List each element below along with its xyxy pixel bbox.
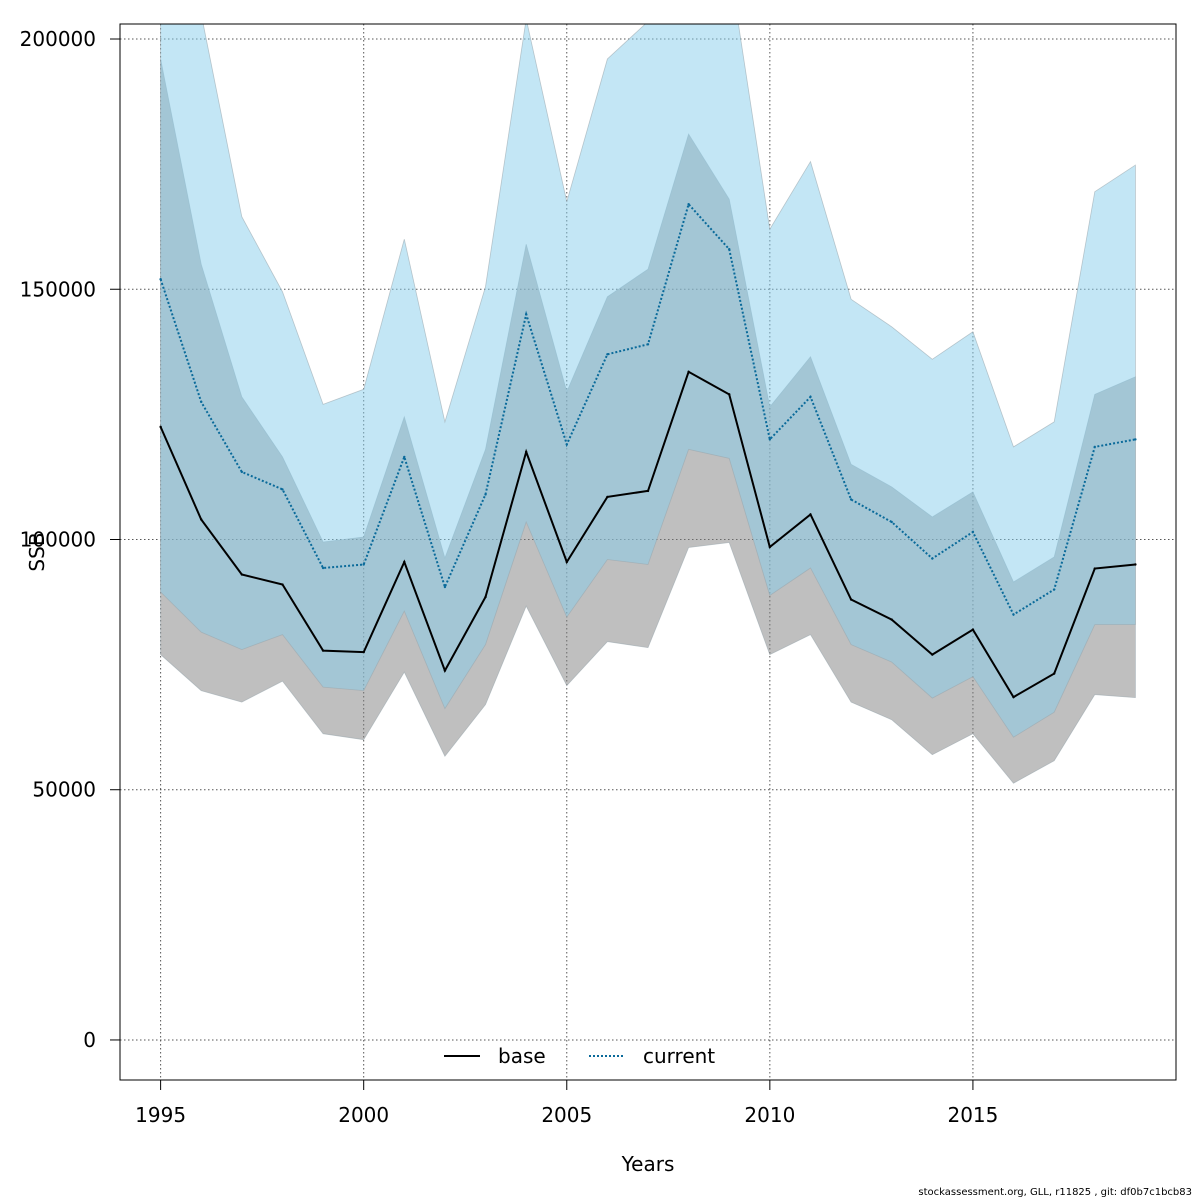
data-point-current-2011 [809,395,812,399]
data-point-base-2015 [971,628,975,631]
data-point-current-2018 [1093,445,1096,449]
data-point-current-1997 [240,470,244,474]
data-point-current-2002 [443,585,447,589]
data-point-base-2009 [728,393,731,396]
data-point-base-1999 [321,649,325,652]
data-point-current-2016 [1012,613,1015,616]
data-point-current-1998 [281,488,284,491]
data-point-current-1996 [200,400,203,404]
data-point-base-2006 [606,495,609,499]
data-point-base-2003 [484,595,487,599]
x-tick-label-2015: 2015 [947,1103,998,1127]
data-point-current-2003 [484,493,487,496]
data-point-current-2014 [931,557,934,560]
legend-label-current: current [643,1044,715,1068]
legend-label-base: base [498,1044,546,1068]
data-point-base-2019 [1134,563,1137,566]
series-lines [159,202,1137,699]
data-point-base-2013 [890,618,893,621]
data-point-base-2000 [362,650,365,654]
data-point-current-2019 [1134,438,1137,441]
data-point-base-2016 [1012,695,1015,699]
y-tick-label-50000: 50000 [32,778,96,802]
confidence-band-current [160,24,1136,738]
y-tick-label-150000: 150000 [20,277,96,301]
data-point-current-2007 [646,343,650,346]
data-point-current-2005 [565,443,568,446]
legend: base current [444,1044,715,1068]
x-tick-label-2000: 2000 [338,1103,389,1127]
data-point-base-2018 [1093,567,1096,570]
data-point-current-2008 [687,202,690,206]
data-point-current-2006 [606,353,609,356]
data-point-base-2010 [768,545,772,549]
data-point-base-2011 [809,513,812,516]
data-point-current-2004 [524,313,528,316]
data-point-current-1995 [159,278,162,281]
x-tick-label-2010: 2010 [744,1103,795,1127]
x-axis-title: Years [621,1152,675,1176]
data-point-current-2015 [971,530,975,534]
data-point-current-2013 [890,520,893,524]
data-point-base-1995 [159,425,162,429]
data-point-base-1998 [281,583,284,586]
confidence-bands [160,24,1136,784]
data-point-current-2012 [849,498,853,501]
data-point-current-1999 [321,566,325,570]
data-point-current-2001 [403,455,406,459]
data-point-base-2014 [931,653,934,656]
data-point-base-1996 [200,518,203,521]
x-tick-label-1995: 1995 [135,1103,186,1127]
data-point-current-2000 [362,563,365,566]
data-point-base-1997 [240,573,244,576]
y-axis: 0 50000 100000 150000 200000 [20,27,121,1052]
data-point-base-2008 [687,370,690,374]
y-tick-label-0: 0 [83,1028,96,1052]
x-tick-label-2005: 2005 [541,1103,592,1127]
data-point-base-2001 [403,560,406,564]
data-point-base-2002 [443,669,447,672]
y-tick-label-100000: 100000 [20,527,96,551]
y-axis-title: SSB [25,532,49,571]
data-point-current-2017 [1052,588,1056,591]
data-point-current-2010 [768,438,772,441]
y-tick-label-200000: 200000 [20,27,96,51]
data-point-base-2017 [1052,672,1056,675]
footer-credit: stockassessment.org, GLL, r11825 , git: … [918,1187,1192,1198]
data-point-base-2005 [565,560,568,564]
data-point-base-2012 [849,598,853,601]
x-axis: 1995 2000 2005 2010 2015 [135,1079,998,1127]
data-point-base-2007 [646,489,650,493]
data-point-base-2004 [524,450,528,454]
data-point-current-2009 [728,248,731,251]
